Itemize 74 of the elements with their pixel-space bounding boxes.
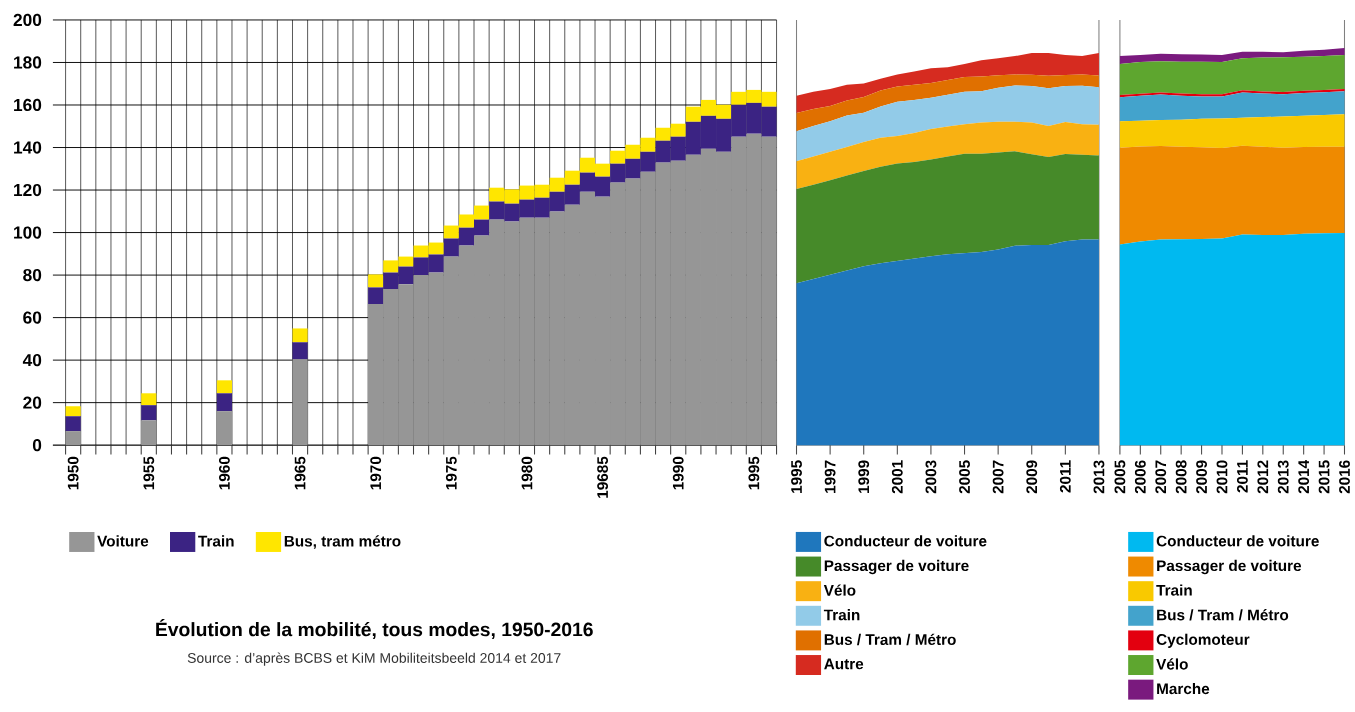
legend-label: Autre bbox=[824, 658, 864, 670]
x-tick-label: 2009 bbox=[1196, 460, 1207, 494]
x-tick-label: 19685 bbox=[597, 456, 608, 498]
x-tick-label: 1975 bbox=[445, 456, 457, 490]
legend-label: Conducteur de voiture bbox=[1156, 535, 1319, 547]
x-tick-label: 2007 bbox=[992, 460, 1004, 494]
y-tick-label: 100 bbox=[14, 226, 42, 239]
x-tick-label: 1997 bbox=[824, 460, 836, 494]
legend-label: Train bbox=[198, 535, 234, 547]
x-tick-label: 2013 bbox=[1277, 460, 1289, 494]
source-note: Source : d’après BCBS et KiM Mobiliteitsbeeld 2014 et 2017 bbox=[187, 652, 561, 666]
x-tick-label: 2015 bbox=[1318, 460, 1330, 494]
x-tick-label: 1990 bbox=[672, 457, 684, 490]
x-tick-label: 2005 bbox=[1114, 460, 1126, 494]
bar bbox=[216, 411, 232, 446]
bar bbox=[216, 393, 232, 412]
x-tick-label: 2011 bbox=[1236, 460, 1248, 493]
x-tick-label: 2016 bbox=[1339, 460, 1350, 494]
x-tick-label: 2013 bbox=[1093, 460, 1105, 494]
x-tick-label: 2005 bbox=[959, 460, 970, 494]
x-tick-label: 1970 bbox=[370, 457, 382, 490]
x-tick-label: 2014 bbox=[1298, 460, 1310, 494]
legend-label: Bus, tram métro bbox=[284, 535, 401, 549]
bar bbox=[141, 420, 157, 446]
y-tick-label: 80 bbox=[23, 269, 42, 282]
bar bbox=[292, 328, 308, 343]
x-tick-label: 2008 bbox=[1175, 460, 1187, 494]
x-tick-label: 2010 bbox=[1216, 460, 1228, 494]
x-tick-label: 1965 bbox=[294, 456, 306, 490]
x-tick-label: 1955 bbox=[143, 456, 155, 490]
bar bbox=[292, 342, 308, 360]
legend-label: Voiture bbox=[97, 535, 149, 547]
legend-label: Bus / Tram / Métro bbox=[1157, 609, 1289, 621]
x-tick-label: 2011 bbox=[1059, 460, 1071, 493]
bar bbox=[368, 274, 384, 288]
bar bbox=[65, 431, 81, 446]
legend-label: Vélo bbox=[823, 584, 856, 596]
x-tick-label: 1999 bbox=[858, 460, 870, 494]
y-tick-label: 160 bbox=[14, 99, 42, 112]
x-tick-label: 1995 bbox=[748, 456, 760, 490]
y-tick-label: 120 bbox=[14, 184, 42, 197]
x-tick-label: 1950 bbox=[67, 457, 79, 490]
y-tick-label: 0 bbox=[32, 439, 42, 452]
x-tick-label: 1960 bbox=[219, 457, 230, 490]
y-tick-label: 200 bbox=[13, 14, 42, 27]
legend-label: Passager de voiture bbox=[824, 560, 969, 575]
y-tick-label: 20 bbox=[23, 396, 42, 409]
x-tick-label: 2007 bbox=[1155, 460, 1167, 494]
legend-label: Train bbox=[1156, 584, 1192, 596]
y-tick-label: 140 bbox=[14, 141, 42, 154]
x-tick-label: 2006 bbox=[1134, 460, 1146, 494]
legend-label: Marche bbox=[1157, 683, 1210, 695]
legend-label: Vélo bbox=[1156, 658, 1188, 670]
x-tick-label: 2012 bbox=[1257, 460, 1269, 494]
bar bbox=[141, 393, 157, 406]
x-tick-label: 1995 bbox=[791, 460, 802, 494]
legend-label: Passager de voiture bbox=[1157, 560, 1302, 575]
y-tick-label: 40 bbox=[22, 354, 42, 367]
bar bbox=[216, 380, 232, 394]
bar bbox=[65, 416, 81, 432]
legend-label: Conducteur de voiture bbox=[824, 535, 987, 547]
text: Évolution de la mobilité, tous modes, 1950-2016 bbox=[156, 619, 593, 640]
y-tick-label: 180 bbox=[14, 56, 42, 69]
legend-label: Train bbox=[823, 609, 860, 621]
x-tick-label: 2009 bbox=[1026, 460, 1038, 494]
bar bbox=[292, 359, 308, 446]
y-tick-label: 60 bbox=[23, 311, 42, 324]
x-tick-label: 2003 bbox=[925, 460, 937, 494]
bar bbox=[65, 406, 81, 417]
bar bbox=[141, 405, 157, 421]
x-tick-label: 1980 bbox=[521, 457, 533, 490]
x-tick-label: 2001 bbox=[891, 460, 903, 494]
legend-label: Bus / Tram / Métro bbox=[824, 633, 956, 646]
legend-label: Cyclomoteur bbox=[1156, 633, 1250, 649]
